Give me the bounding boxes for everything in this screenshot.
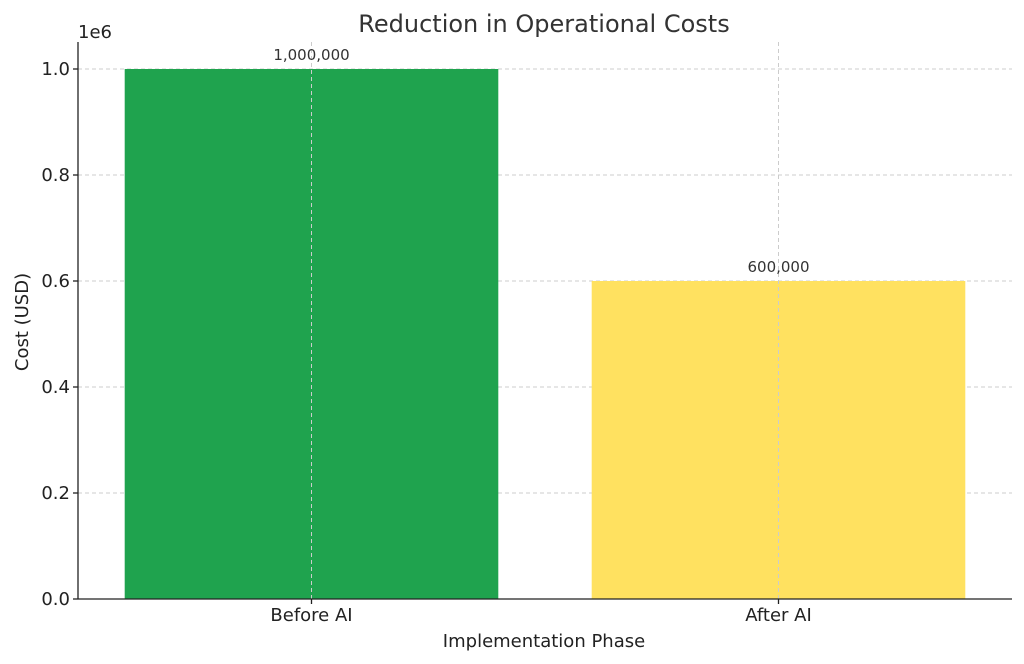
y-tick-label: 1.0 [41, 59, 70, 80]
x-ticks: Before AI After AI [270, 599, 812, 626]
y-axis-title: Cost (USD) [12, 273, 33, 371]
y-tick-label: 0.0 [41, 589, 70, 610]
x-tick-label: Before AI [270, 605, 352, 626]
y-tick-label: 0.2 [41, 483, 70, 504]
x-axis-title: Implementation Phase [443, 631, 645, 652]
vertical-grid-layer [311, 42, 779, 599]
bars-layer [124, 69, 966, 599]
y-axis-offset-label: 1e6 [78, 22, 112, 43]
bar [591, 281, 966, 599]
y-tick-label: 0.8 [41, 165, 70, 186]
y-tick-label: 0.4 [41, 377, 70, 398]
x-tick-label: After AI [745, 605, 812, 626]
y-ticks: 0.0 0.2 0.4 0.6 0.8 1.0 [41, 59, 78, 610]
bar-value-label: 1,000,000 [273, 46, 349, 64]
data-labels: 1,000,000 600,000 [273, 46, 809, 276]
y-tick-label: 0.6 [41, 271, 70, 292]
chart-title: Reduction in Operational Costs [358, 10, 729, 38]
bar-value-label: 600,000 [747, 258, 809, 276]
axes-layer [77, 42, 1012, 600]
